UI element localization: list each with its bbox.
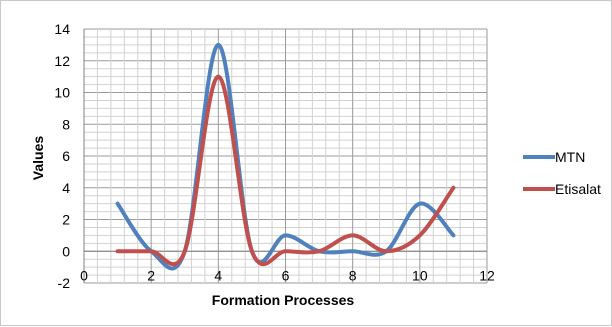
y-tick-label: 4 <box>62 180 70 196</box>
x-tick-label: 0 <box>80 267 88 283</box>
y-tick-label: 12 <box>54 53 70 69</box>
y-tick-label: 6 <box>62 148 70 164</box>
x-tick-label: 6 <box>282 267 290 283</box>
gridlines <box>83 28 488 284</box>
x-tick-label: 8 <box>349 267 357 283</box>
y-axis-title: Values <box>30 136 46 181</box>
y-tick-label: 10 <box>54 85 70 101</box>
legend: MTN Etisalat <box>523 149 601 197</box>
x-tick-label: 12 <box>479 267 495 283</box>
y-tick-label: 0 <box>62 243 70 259</box>
series-lines <box>115 42 456 271</box>
tick-labels: -2 0 2 4 6 8 10 12 14 0 2 4 6 8 10 12 <box>54 21 495 291</box>
y-tick-label: 2 <box>62 212 70 228</box>
y-tick-label: -2 <box>58 275 71 291</box>
legend-label-mtn: MTN <box>555 149 585 165</box>
x-axis-title: Formation Processes <box>212 292 355 308</box>
series-line-etisalat <box>115 74 456 267</box>
y-tick-label: 8 <box>62 116 70 132</box>
x-tick-label: 2 <box>147 267 155 283</box>
legend-label-etisalat: Etisalat <box>555 181 601 197</box>
y-tick-label: 14 <box>54 21 70 37</box>
x-tick-label: 10 <box>412 267 428 283</box>
x-tick-label: 4 <box>214 267 222 283</box>
